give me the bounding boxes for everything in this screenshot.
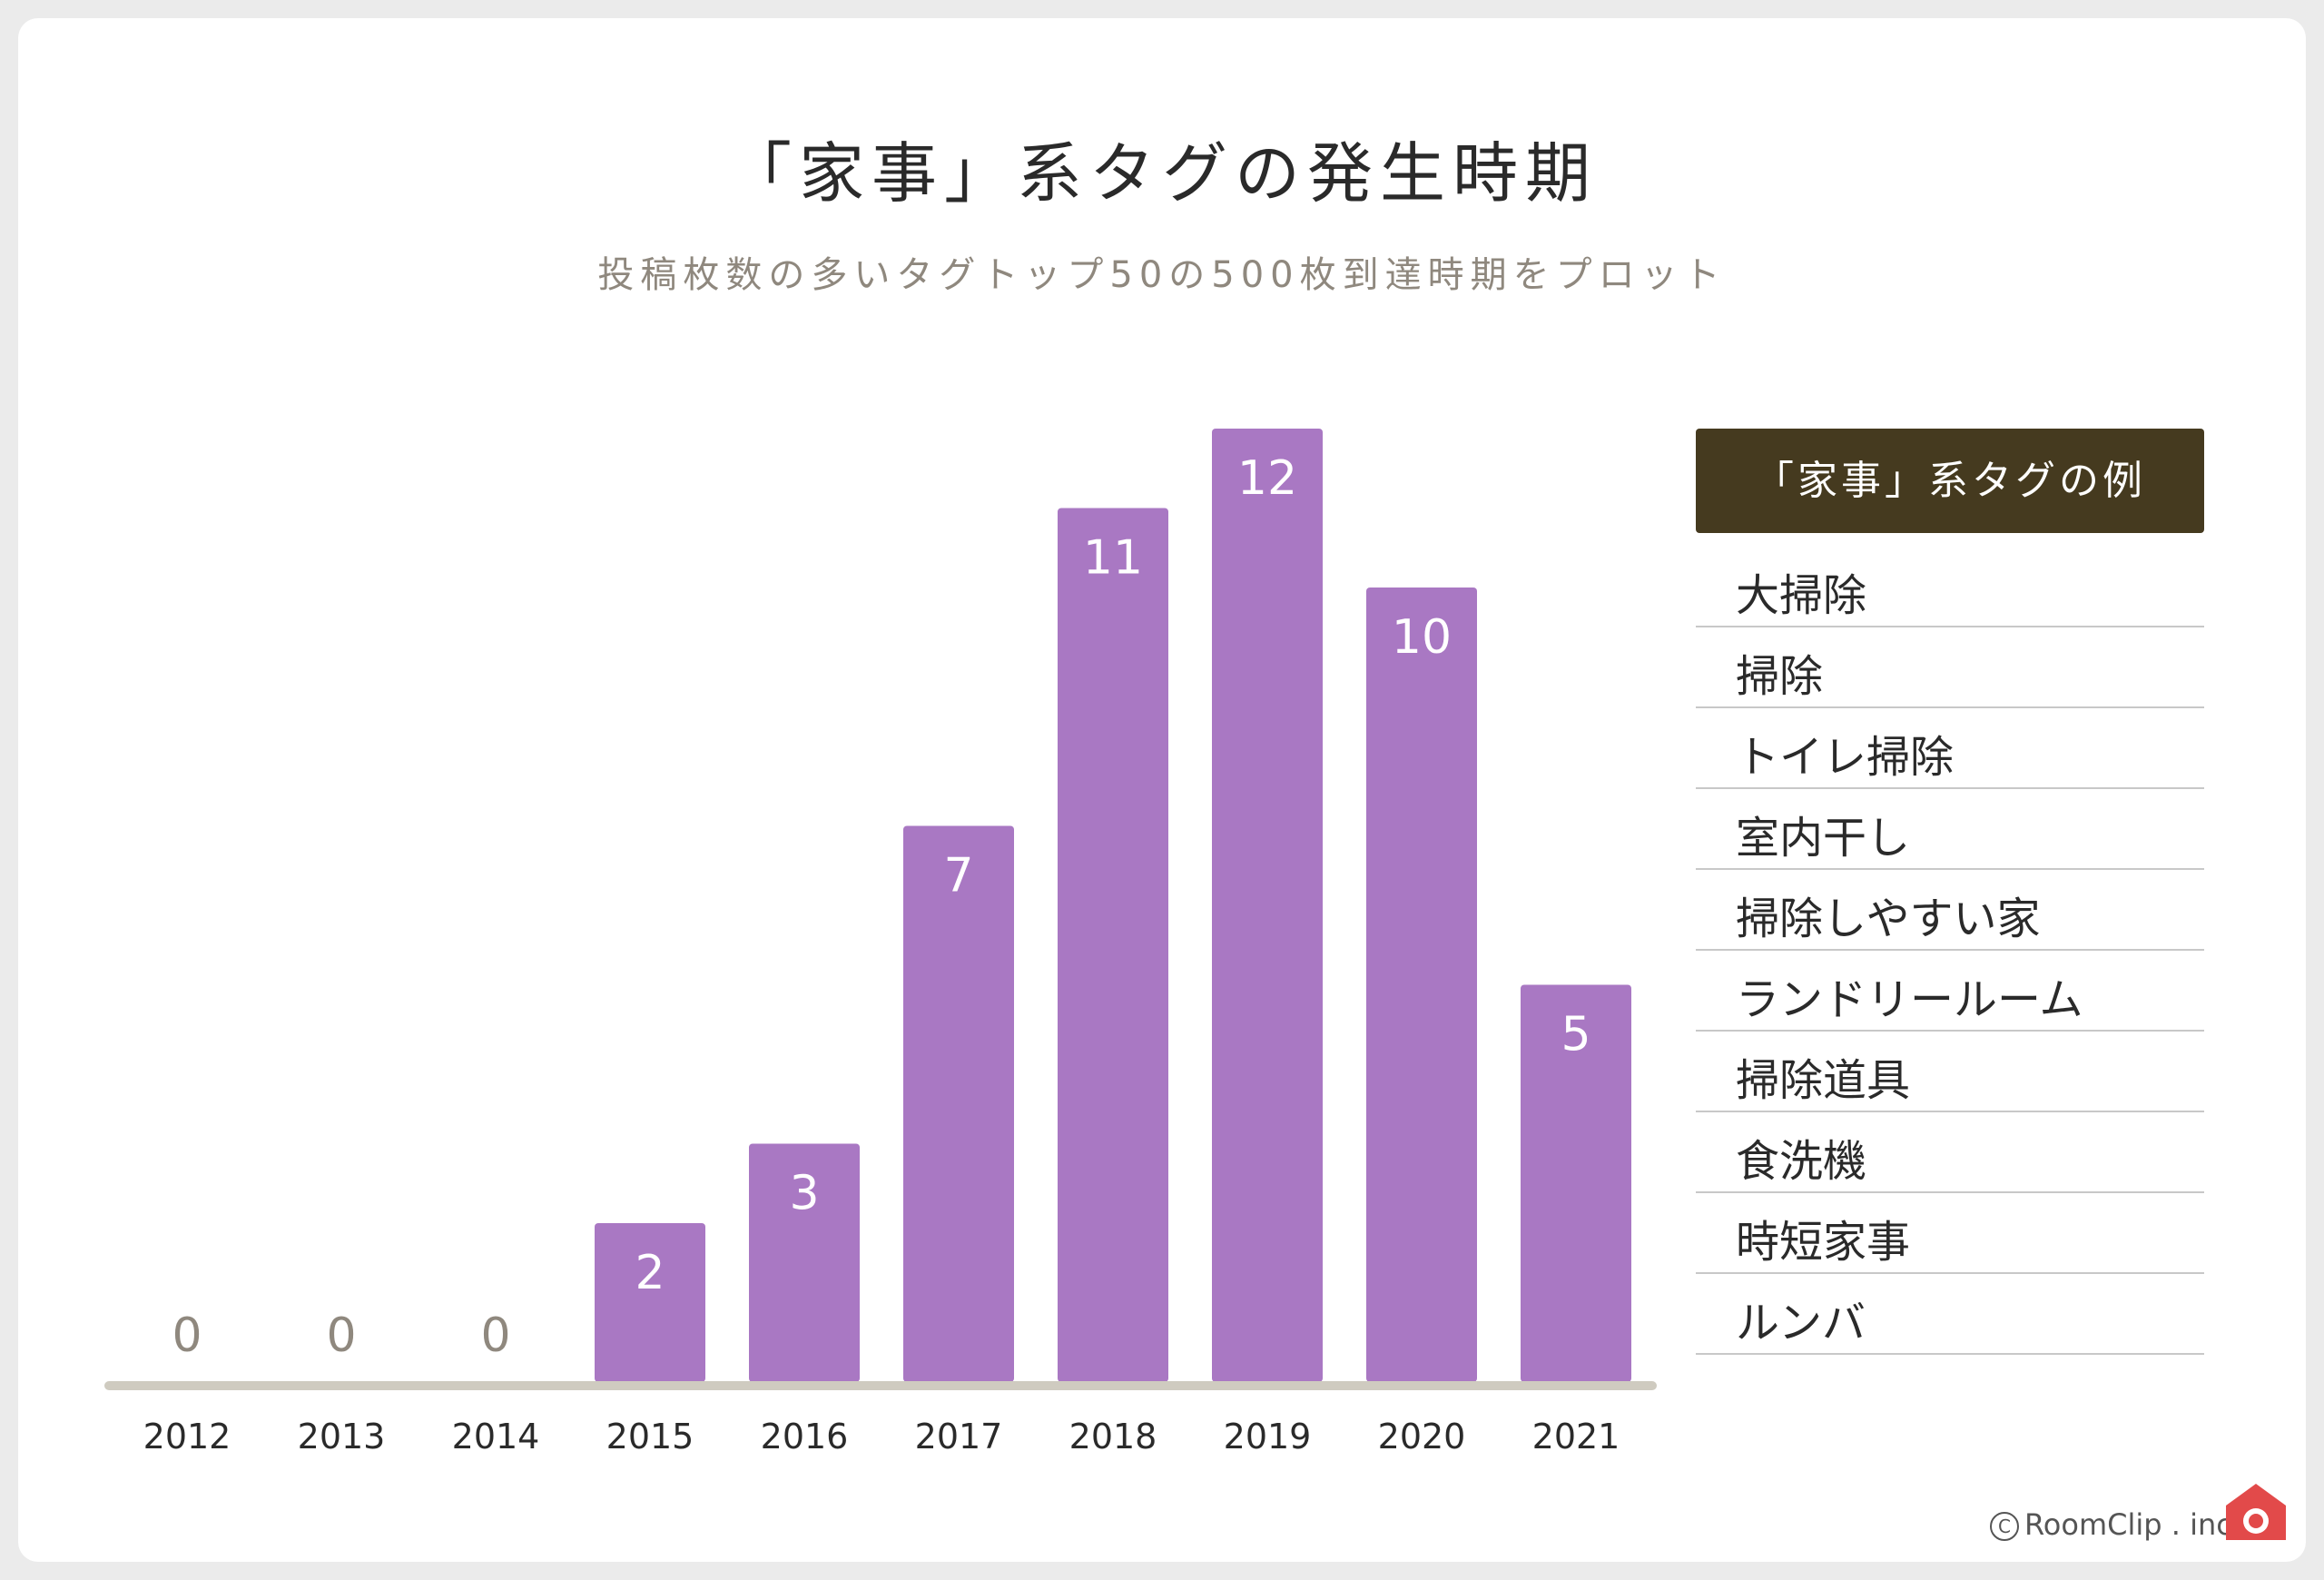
credit-text: RoomClip . inc (2024, 1507, 2232, 1542)
chart-subtitle: 投稿枚数の多いタグトップ50の500枚到達時期をプロット (597, 254, 1727, 296)
bar-2015 (595, 1223, 705, 1382)
legend-item: ルンバ (1696, 1274, 2204, 1355)
bar-chart: 0 2012 0 2013 0 2014 2 2015 3 2016 7 2017 11 2018 12 20… (104, 429, 1657, 1457)
legend-list: 大掃除 掃除 トイレ掃除 室内干し 掃除しやすい家 ランドリールーム 掃除道具 … (1696, 547, 2204, 1355)
legend-item: 室内干し (1696, 789, 2204, 870)
logo-lens (2249, 1514, 2263, 1528)
roomclip-logo-icon (2226, 1484, 2286, 1540)
legend-item: 時短家事 (1696, 1193, 2204, 1274)
legend-item: 大掃除 (1696, 547, 2204, 627)
copyright-icon: C (1990, 1512, 2019, 1541)
legend-item: 掃除しやすい家 (1696, 870, 2204, 951)
x-tick-label: 2015 (606, 1417, 694, 1457)
legend-item: 掃除道具 (1696, 1032, 2204, 1112)
x-tick-label: 2018 (1069, 1417, 1157, 1457)
legend-panel: 「家事」系タグの例 大掃除 掃除 トイレ掃除 室内干し 掃除しやすい家 ランドリ… (1696, 429, 2204, 1355)
x-tick-label: 2020 (1378, 1417, 1466, 1457)
x-tick-label: 2016 (761, 1417, 849, 1457)
legend-item: ランドリールーム (1696, 951, 2204, 1032)
x-tick-label: 2019 (1224, 1417, 1312, 1457)
bar-value-label: 7 (943, 849, 973, 904)
legend-item: 掃除 (1696, 627, 2204, 708)
x-tick-label: 2013 (298, 1417, 386, 1457)
bar-2019 (1212, 429, 1323, 1382)
x-tick-label: 2012 (143, 1417, 231, 1457)
bar-value-label: 0 (480, 1308, 510, 1363)
bar-value-label: 5 (1561, 1008, 1590, 1062)
legend-item: トイレ掃除 (1696, 708, 2204, 789)
bar-value-label: 0 (326, 1308, 356, 1363)
x-tick-label: 2017 (915, 1417, 1003, 1457)
bar-2017 (903, 825, 1014, 1382)
bar-value-label: 11 (1083, 531, 1143, 586)
bar-value-label: 10 (1392, 610, 1452, 665)
legend-item: 食洗機 (1696, 1112, 2204, 1193)
bar-2020 (1366, 588, 1477, 1382)
bar-value-label: 2 (635, 1246, 665, 1300)
chart-title: 「家事」系タグの発生時期 (725, 135, 1598, 212)
copyright-credit: C RoomClip . inc (1990, 1507, 2232, 1542)
x-axis-line (104, 1381, 1657, 1390)
bar-2018 (1058, 508, 1168, 1382)
bar-2021 (1521, 984, 1631, 1382)
legend-header: 「家事」系タグの例 (1696, 429, 2204, 533)
bar-2016 (749, 1143, 860, 1382)
bar-value-label: 3 (789, 1167, 819, 1221)
bar-value-label: 0 (172, 1308, 202, 1363)
bar-value-label: 12 (1237, 451, 1297, 506)
x-tick-label: 2021 (1532, 1417, 1620, 1457)
x-tick-label: 2014 (452, 1417, 540, 1457)
